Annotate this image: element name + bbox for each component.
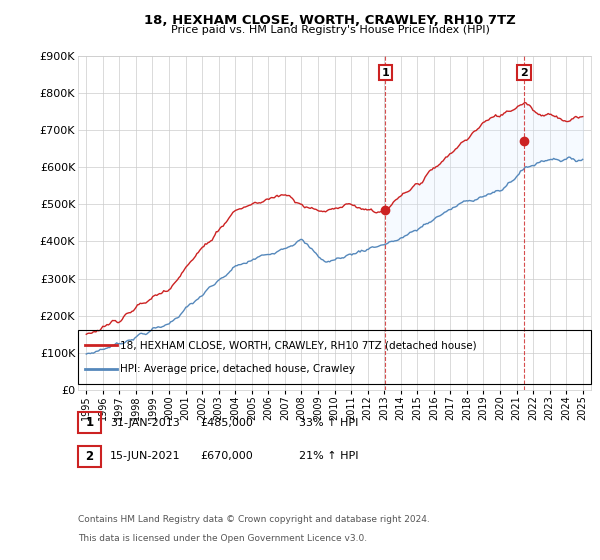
Text: £485,000: £485,000	[200, 418, 253, 428]
Text: This data is licensed under the Open Government Licence v3.0.: This data is licensed under the Open Gov…	[78, 534, 367, 543]
Text: Contains HM Land Registry data © Crown copyright and database right 2024.: Contains HM Land Registry data © Crown c…	[78, 515, 430, 524]
Text: HPI: Average price, detached house, Crawley: HPI: Average price, detached house, Craw…	[120, 363, 355, 374]
Text: £670,000: £670,000	[200, 451, 253, 461]
Text: 33% ↑ HPI: 33% ↑ HPI	[299, 418, 358, 428]
Text: 15-JUN-2021: 15-JUN-2021	[110, 451, 181, 461]
Text: 21% ↑ HPI: 21% ↑ HPI	[299, 451, 358, 461]
Text: 1: 1	[85, 416, 94, 430]
Text: 31-JAN-2013: 31-JAN-2013	[110, 418, 179, 428]
Text: 2: 2	[520, 68, 528, 78]
Text: Price paid vs. HM Land Registry's House Price Index (HPI): Price paid vs. HM Land Registry's House …	[170, 25, 490, 35]
Text: 18, HEXHAM CLOSE, WORTH, CRAWLEY, RH10 7TZ: 18, HEXHAM CLOSE, WORTH, CRAWLEY, RH10 7…	[144, 14, 516, 27]
Text: 18, HEXHAM CLOSE, WORTH, CRAWLEY, RH10 7TZ (detached house): 18, HEXHAM CLOSE, WORTH, CRAWLEY, RH10 7…	[120, 340, 476, 351]
Text: 1: 1	[382, 68, 389, 78]
Text: 2: 2	[85, 450, 94, 463]
